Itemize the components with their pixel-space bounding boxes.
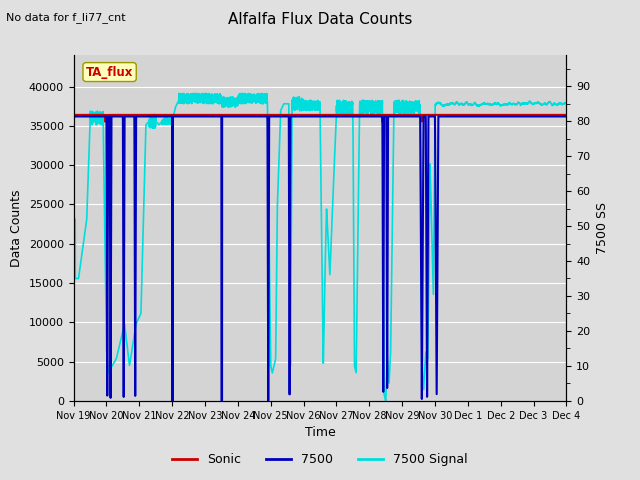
Text: TA_flux: TA_flux	[86, 66, 133, 79]
Y-axis label: 7500 SS: 7500 SS	[596, 202, 609, 254]
Y-axis label: Data Counts: Data Counts	[10, 189, 23, 267]
Text: Alfalfa Flux Data Counts: Alfalfa Flux Data Counts	[228, 12, 412, 27]
Text: No data for f_li77_cnt: No data for f_li77_cnt	[6, 12, 126, 23]
X-axis label: Time: Time	[305, 426, 335, 439]
Legend: Sonic, 7500, 7500 Signal: Sonic, 7500, 7500 Signal	[167, 448, 473, 471]
